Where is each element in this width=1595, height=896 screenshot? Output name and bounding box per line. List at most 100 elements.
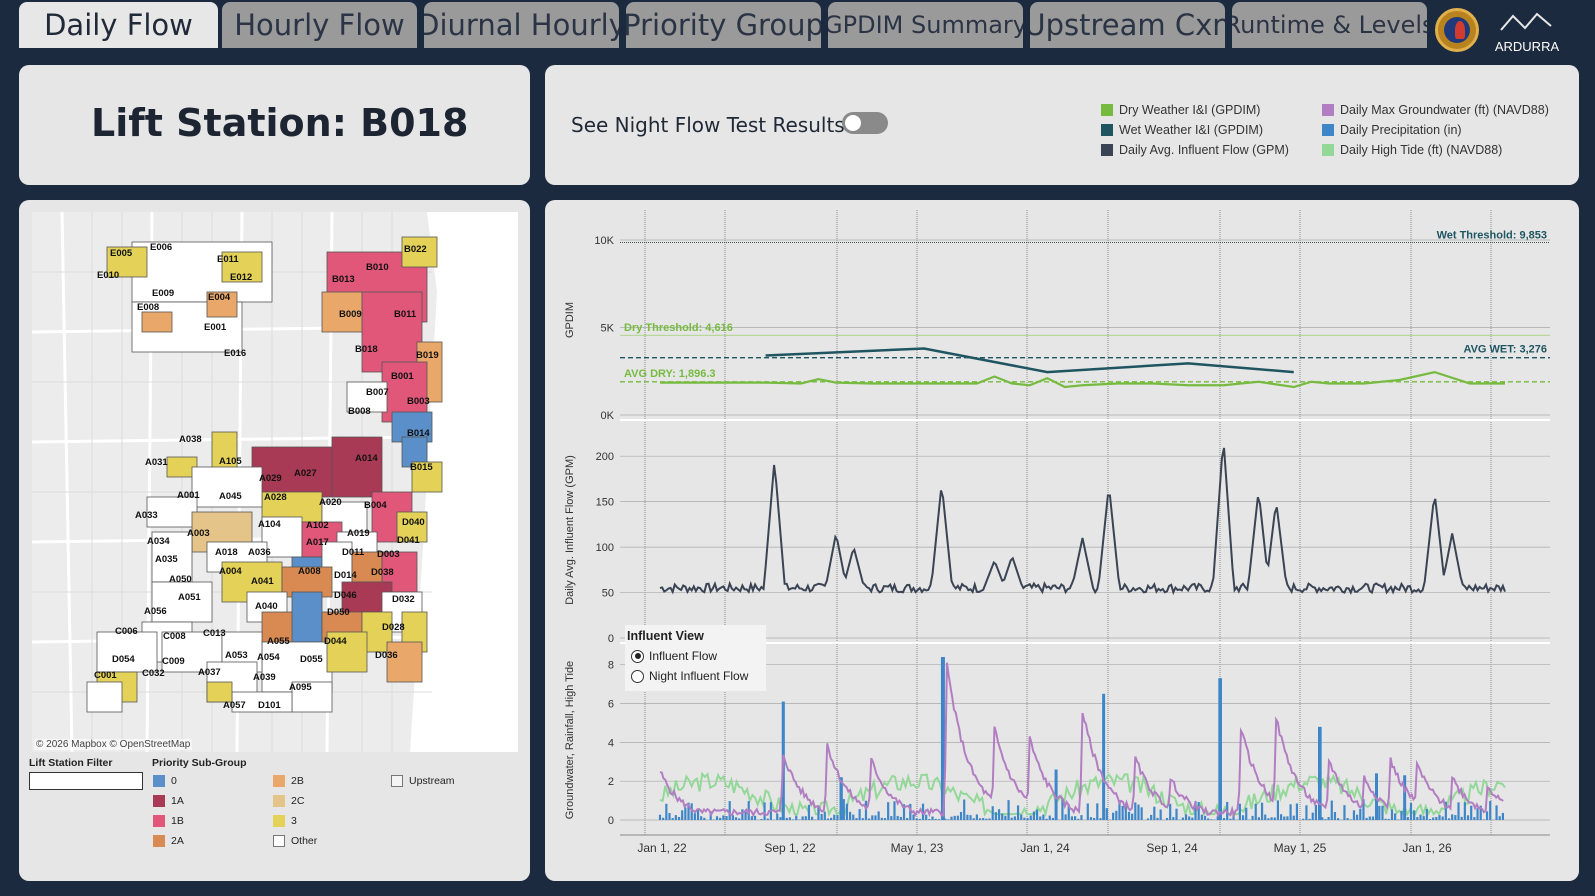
night-influent-flow-option[interactable]: Night Influent Flow <box>631 669 748 683</box>
lift-station-region[interactable] <box>291 681 333 713</box>
lift-station-label[interactable]: A054 <box>257 652 280 663</box>
lift-station-label[interactable]: A031 <box>145 457 168 468</box>
lift-station-label[interactable]: A028 <box>264 492 287 503</box>
app-logo-circle[interactable] <box>1435 8 1479 52</box>
lift-station-label[interactable]: B019 <box>416 350 439 361</box>
lift-station-label[interactable]: D014 <box>334 570 357 581</box>
tab-gpdim-summary[interactable]: GPDIM Summary <box>828 2 1023 48</box>
lift-station-label[interactable]: C008 <box>163 631 186 642</box>
lift-station-label[interactable]: D050 <box>327 607 350 618</box>
lift-station-label[interactable]: E001 <box>204 322 227 333</box>
lift-station-label[interactable]: A041 <box>251 576 274 587</box>
lift-station-label[interactable]: A034 <box>147 536 170 547</box>
lift-station-label[interactable]: E016 <box>224 348 246 359</box>
lift-station-label[interactable]: B004 <box>364 500 387 511</box>
lift-station-region[interactable] <box>206 291 238 318</box>
priority-subgroup-item[interactable]: 1B <box>153 815 184 827</box>
lift-station-label[interactable]: E006 <box>150 242 172 253</box>
lift-station-label[interactable]: D003 <box>377 549 400 560</box>
tab-daily-flow[interactable]: Daily Flow <box>19 2 218 48</box>
lift-station-label[interactable]: C032 <box>142 668 165 679</box>
lift-station-label[interactable]: A037 <box>198 667 221 678</box>
lift-station-label[interactable]: A017 <box>306 537 329 548</box>
legend-item[interactable]: Daily Avg. Influent Flow (GPM) <box>1101 143 1289 157</box>
lift-station-region[interactable] <box>361 291 423 373</box>
tab-runtime-levels[interactable]: Runtime & Levels <box>1232 2 1427 48</box>
legend-item[interactable]: Dry Weather I&I (GPDIM) <box>1101 103 1260 117</box>
lift-station-label[interactable]: E005 <box>110 248 133 259</box>
lift-station-label[interactable]: A051 <box>178 592 201 603</box>
lift-station-label[interactable]: B018 <box>355 344 378 355</box>
lift-station-label[interactable]: E004 <box>208 292 231 303</box>
lift-station-label[interactable]: A001 <box>177 490 200 501</box>
legend-item[interactable]: Wet Weather I&I (GPDIM) <box>1101 123 1263 137</box>
lift-station-region[interactable] <box>346 381 388 413</box>
lift-station-label[interactable]: E011 <box>217 254 239 265</box>
lift-station-label[interactable]: D044 <box>324 636 347 647</box>
map[interactable]: E005 E006 E010 E011 E012 E009 E004 E008 E001 E016… <box>32 212 518 752</box>
lift-station-region[interactable] <box>261 516 303 558</box>
lift-station-filter-input[interactable] <box>29 772 143 790</box>
lift-station-label[interactable]: A056 <box>144 606 167 617</box>
lift-station-region[interactable] <box>151 531 193 583</box>
lift-station-region[interactable] <box>106 246 148 278</box>
priority-subgroup-item[interactable]: 3 <box>273 815 297 827</box>
lift-station-label[interactable]: A008 <box>298 566 321 577</box>
lift-station-label[interactable]: A053 <box>225 650 248 661</box>
lift-station-region[interactable] <box>411 461 443 493</box>
lift-station-label[interactable]: A014 <box>355 453 378 464</box>
lift-station-regions[interactable] <box>86 236 443 713</box>
lift-station-region[interactable] <box>221 251 263 283</box>
lift-station-label[interactable]: A027 <box>294 468 317 479</box>
lift-station-label[interactable]: B007 <box>366 387 389 398</box>
lift-station-label[interactable]: B001 <box>391 371 414 382</box>
legend-item[interactable]: Daily High Tide (ft) (NAVD88) <box>1322 143 1502 157</box>
priority-subgroup-item[interactable]: 0 <box>153 775 177 787</box>
priority-subgroup-item[interactable]: 1A <box>153 795 184 807</box>
lift-station-label[interactable]: A105 <box>219 456 242 467</box>
lift-station-label[interactable]: D041 <box>397 535 420 546</box>
lift-station-region[interactable] <box>321 291 363 333</box>
lift-station-region[interactable] <box>396 511 428 543</box>
lift-station-label[interactable]: A038 <box>179 434 202 445</box>
lift-station-region[interactable] <box>326 631 368 673</box>
priority-subgroup-item[interactable]: Other <box>273 835 317 847</box>
lift-station-region[interactable] <box>96 631 158 673</box>
lift-station-label[interactable]: A055 <box>267 636 290 647</box>
night-flow-toggle[interactable] <box>842 112 888 134</box>
lift-station-region[interactable] <box>291 591 323 643</box>
lift-station-label[interactable]: C009 <box>162 656 185 667</box>
lift-station-region[interactable] <box>206 681 233 703</box>
lift-station-label[interactable]: B015 <box>410 462 433 473</box>
lift-station-label[interactable]: D036 <box>375 650 398 661</box>
lift-station-label[interactable]: D028 <box>382 622 405 633</box>
legend-item[interactable]: Daily Precipitation (in) <box>1322 123 1462 137</box>
lift-station-label[interactable]: A020 <box>319 497 342 508</box>
lift-station-label[interactable]: E012 <box>230 272 252 283</box>
lift-station-region[interactable] <box>141 311 173 333</box>
lift-station-label[interactable]: A033 <box>135 510 158 521</box>
lift-station-region[interactable] <box>386 641 423 683</box>
lift-station-label[interactable]: A095 <box>289 682 312 693</box>
lift-station-label[interactable]: D054 <box>112 654 135 665</box>
lift-station-region[interactable] <box>86 681 123 713</box>
lift-station-label[interactable]: D040 <box>402 517 425 528</box>
map-canvas[interactable]: E005 E006 E010 E011 E012 E009 E004 E008 E001 E016… <box>32 212 518 752</box>
lift-station-label[interactable]: B013 <box>332 274 355 285</box>
lift-station-label[interactable]: A019 <box>347 528 370 539</box>
priority-subgroup-item[interactable]: 2B <box>273 775 304 787</box>
priority-subgroup-item[interactable]: 2A <box>153 835 184 847</box>
influent-flow-option[interactable]: Influent Flow <box>631 649 717 663</box>
lift-station-label[interactable]: B010 <box>366 262 389 273</box>
lift-station-label[interactable]: A036 <box>248 547 271 558</box>
lift-station-label[interactable]: A104 <box>258 519 281 530</box>
lift-station-label[interactable]: A018 <box>215 547 238 558</box>
lift-station-region[interactable] <box>146 496 198 528</box>
lift-station-region[interactable] <box>151 581 213 623</box>
radio-unselected-icon[interactable] <box>631 669 644 683</box>
lift-station-label[interactable]: A029 <box>259 473 282 484</box>
lift-station-label[interactable]: A045 <box>219 491 242 502</box>
lift-station-label[interactable]: E009 <box>152 288 174 299</box>
radio-selected-icon[interactable] <box>631 649 644 663</box>
lift-station-label[interactable]: A050 <box>169 574 192 585</box>
